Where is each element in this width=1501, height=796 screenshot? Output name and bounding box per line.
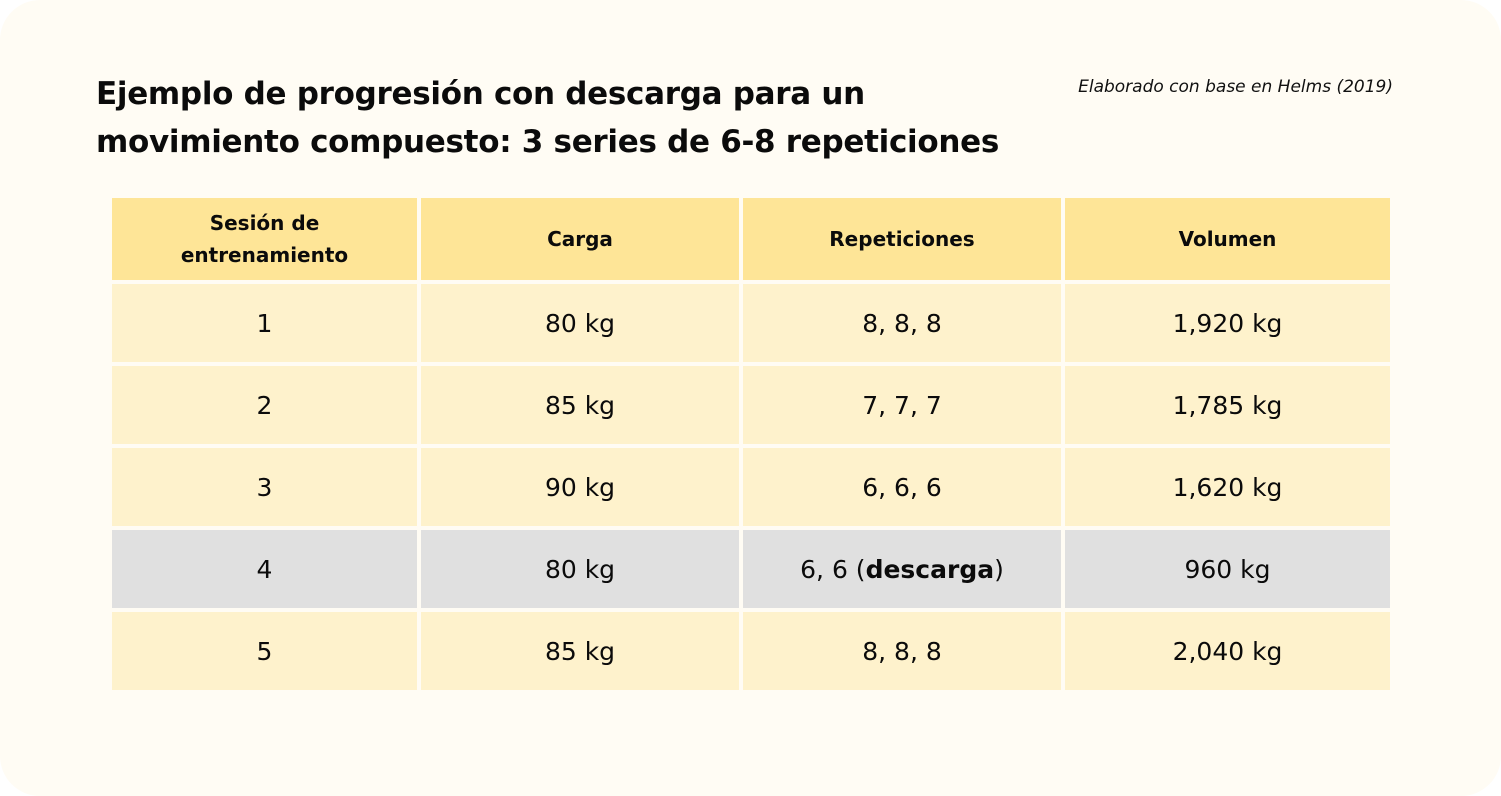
cell-load: 85 kg [421, 366, 739, 444]
cell-volume-deload: 960 kg [1065, 530, 1390, 608]
header-session: Sesión de entrenamiento [112, 198, 417, 280]
cell-session: 5 [112, 612, 417, 690]
cell-reps-deload: 6, 6 (descarga) [743, 530, 1061, 608]
header-reps: Repeticiones [743, 198, 1061, 280]
header-session-line-2: entrenamiento [180, 243, 349, 267]
cell-reps: 8, 8, 8 [743, 284, 1061, 362]
cell-volume: 1,785 kg [1065, 366, 1390, 444]
cell-load: 80 kg [421, 284, 739, 362]
cell-session: 2 [112, 366, 417, 444]
cell-load: 85 kg [421, 612, 739, 690]
progression-table: Sesión de entrenamiento Carga Repeticion… [112, 198, 1390, 690]
cell-reps: 7, 7, 7 [743, 366, 1061, 444]
header-session-line-1: Sesión de [209, 211, 320, 235]
cell-volume: 1,920 kg [1065, 284, 1390, 362]
title-line-2: movimiento compuesto: 3 series de 6-8 re… [96, 124, 1000, 160]
cell-session: 3 [112, 448, 417, 526]
cell-load: 90 kg [421, 448, 739, 526]
cell-load-deload: 80 kg [421, 530, 739, 608]
cell-volume: 1,620 kg [1065, 448, 1390, 526]
cell-session: 1 [112, 284, 417, 362]
header-load: Carga [421, 198, 739, 280]
deload-label: descarga [865, 554, 995, 584]
cell-session-deload: 4 [112, 530, 417, 608]
reps-suffix: ) [994, 554, 1004, 584]
cell-volume: 2,040 kg [1065, 612, 1390, 690]
source-citation: Elaborado con base en Helms (2019) [1078, 77, 1393, 97]
cell-reps: 6, 6, 6 [743, 448, 1061, 526]
title-line-1: Ejemplo de progresión con descarga para … [96, 76, 865, 112]
cell-reps: 8, 8, 8 [743, 612, 1061, 690]
reps-prefix: 6, 6 ( [800, 554, 866, 584]
page-title: Ejemplo de progresión con descarga para … [96, 70, 1036, 166]
header-volume: Volumen [1065, 198, 1390, 280]
